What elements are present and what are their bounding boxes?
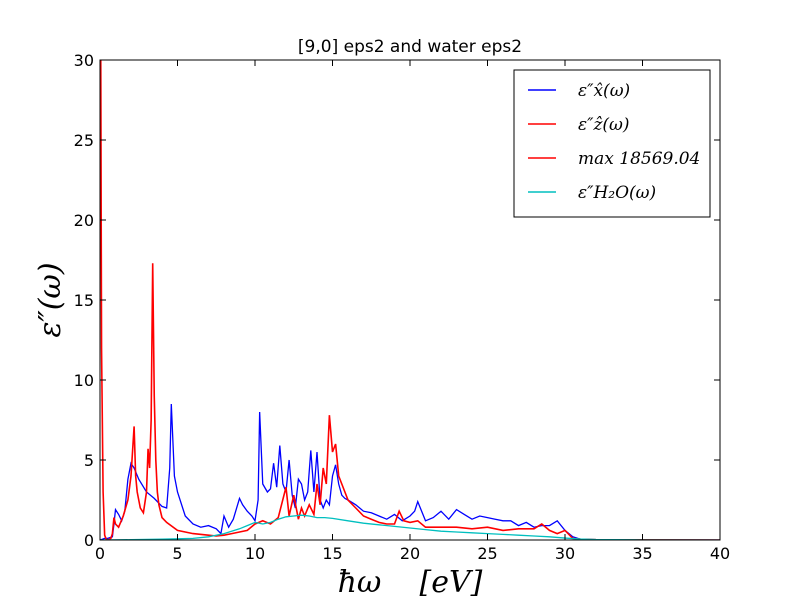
series-line-1: [100, 60, 720, 540]
x-tick-label: 10: [245, 544, 265, 563]
legend: ε″x̂(ω) ε″ẑ(ω) max 18569.04 ε″H₂O(ω): [513, 69, 711, 218]
x-tick-label: 0: [95, 544, 105, 563]
legend-label: ε″ẑ(ω): [578, 115, 630, 135]
y-tick-label: 5: [84, 451, 94, 470]
y-tick-label: 20: [74, 211, 94, 230]
x-tick-label: 30: [555, 544, 575, 563]
legend-label: ε″H₂O(ω): [578, 183, 656, 203]
y-axis: 0 5 10 15 20 25 30: [74, 51, 720, 550]
chart-title: [9,0] eps2 and water eps2: [298, 37, 522, 57]
series-line-3: [100, 514, 720, 540]
series-line-0: [100, 403, 720, 540]
x-tick-label: 25: [477, 544, 497, 563]
x-axis: 0 5 10 15 20 25 30 35 40: [95, 60, 730, 563]
x-tick-label: 20: [400, 544, 420, 563]
y-axis-label: ε″(ω): [33, 262, 68, 337]
x-tick-label: 40: [710, 544, 730, 563]
x-tick-label: 35: [632, 544, 652, 563]
y-tick-label: 30: [74, 51, 94, 70]
x-tick-label: 15: [322, 544, 342, 563]
x-axis-label: ħω [eV]: [338, 565, 483, 600]
y-tick-label: 25: [74, 131, 94, 150]
y-tick-label: 0: [84, 531, 94, 550]
legend-label: max 18569.04: [578, 149, 700, 169]
legend-label: ε″x̂(ω): [578, 81, 630, 101]
y-tick-label: 15: [74, 291, 94, 310]
plot-lines: [100, 60, 720, 540]
x-tick-label: 5: [172, 544, 182, 563]
y-tick-label: 10: [74, 371, 94, 390]
